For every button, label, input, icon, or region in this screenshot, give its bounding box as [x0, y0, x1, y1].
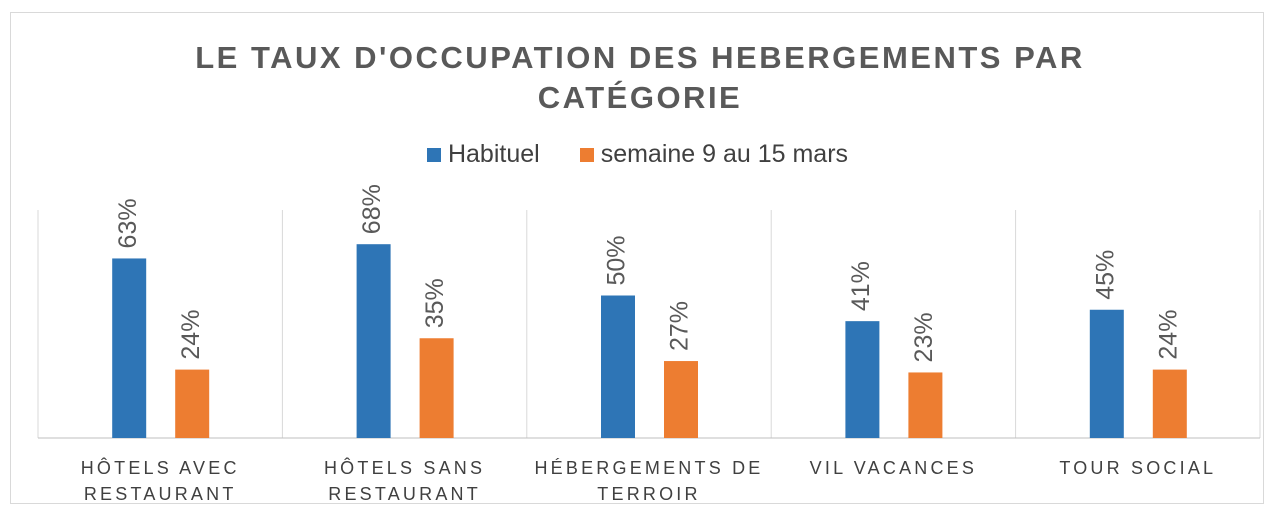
bar: [356, 244, 391, 438]
x-tick-label: TOUR SOCIAL: [1059, 458, 1217, 478]
bar: [1089, 309, 1124, 438]
data-label: 27%: [666, 301, 694, 351]
bar: [601, 295, 635, 438]
data-label: 24%: [1154, 310, 1182, 360]
data-label: 50%: [603, 235, 631, 285]
legend-item: Habituel: [426, 140, 540, 169]
chart-frame: [10, 12, 1264, 504]
x-tick-label: HÔTELS SANS RESTAURANT: [323, 458, 486, 504]
bar: [419, 338, 454, 438]
bar: [175, 369, 210, 438]
legend-label: Habituel: [447, 140, 540, 168]
data-label: 23%: [910, 312, 938, 362]
legend-swatch: [426, 147, 441, 162]
data-label: 63%: [114, 198, 142, 248]
bar: [112, 258, 147, 438]
bar: [908, 372, 943, 438]
x-tick-label: HÉBERGEMENTS DE TERROIR: [534, 458, 764, 504]
bar: [1152, 369, 1187, 438]
bar: [845, 321, 880, 438]
legend-item: semaine 9 au 15 mars: [579, 140, 849, 169]
x-tick-label: VIL VACANCES: [809, 458, 978, 478]
legend-label: semaine 9 au 15 mars: [600, 140, 849, 168]
data-label: 45%: [1091, 250, 1119, 300]
data-label: 41%: [847, 261, 875, 311]
data-label: 24%: [177, 310, 205, 360]
bar: [664, 361, 698, 438]
legend-swatch: [579, 147, 594, 162]
chart-title: LE TAUX D'OCCUPATION DES HEBERGEMENTS PA…: [195, 40, 1085, 115]
data-label: 35%: [421, 278, 449, 328]
x-tick-label: HÔTELS AVEC RESTAURANT: [80, 458, 240, 504]
legend: Habituel semaine 9 au 15 mars: [0, 140, 1275, 169]
data-label: 68%: [358, 184, 386, 234]
